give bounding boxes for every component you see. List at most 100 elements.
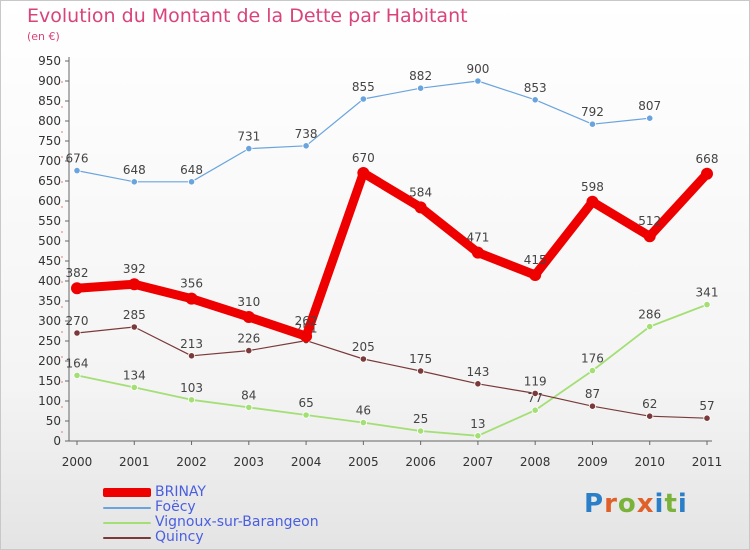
data-label: 648 <box>123 163 146 177</box>
data-label: 13 <box>470 417 485 431</box>
data-label: 262 <box>295 314 318 328</box>
data-point <box>71 282 83 295</box>
data-label: 176 <box>581 352 604 366</box>
y-tick-label: 550 <box>38 214 61 228</box>
data-label: 392 <box>123 262 146 276</box>
legend-swatch <box>103 521 151 524</box>
x-tick-label: 2009 <box>577 455 608 469</box>
data-point <box>73 329 81 337</box>
y-tick-label: 500 <box>38 234 61 248</box>
data-point <box>357 167 370 179</box>
data-point <box>588 402 597 410</box>
data-point <box>703 414 711 422</box>
data-point <box>187 178 196 186</box>
data-label: 285 <box>123 308 146 322</box>
data-point <box>359 355 367 363</box>
legend-item: Quincy <box>103 530 319 545</box>
x-tick-label: 2007 <box>463 455 494 469</box>
data-point <box>588 366 597 375</box>
data-label: 270 <box>66 314 89 328</box>
y-tick-label: 900 <box>38 74 61 88</box>
data-point <box>646 412 654 420</box>
data-point <box>474 432 482 440</box>
data-label: 164 <box>66 356 89 370</box>
y-tick-label: 100 <box>38 394 61 408</box>
data-point <box>643 230 656 243</box>
data-label: 471 <box>466 231 489 245</box>
data-point <box>130 178 138 186</box>
chart-title: Evolution du Montant de la Dette par Hab… <box>27 5 468 27</box>
data-label: 382 <box>66 266 89 280</box>
y-tick-label: 200 <box>38 354 61 368</box>
data-label: 356 <box>180 277 203 291</box>
y-tick-label: 650 <box>38 174 61 188</box>
y-tick-label: 300 <box>38 314 61 328</box>
legend-swatch <box>103 506 151 509</box>
y-tick-label: 150 <box>38 374 61 388</box>
x-tick-label: 2006 <box>405 455 436 469</box>
data-label: 62 <box>642 397 657 411</box>
data-point <box>245 145 253 153</box>
logo-letter: x <box>636 489 655 519</box>
x-tick-label: 2002 <box>176 455 207 469</box>
data-label: 84 <box>241 388 256 402</box>
data-point <box>646 114 654 122</box>
data-point <box>245 346 253 355</box>
data-point <box>359 418 367 427</box>
data-point <box>302 411 310 419</box>
data-label: 25 <box>413 412 428 426</box>
data-label: 900 <box>466 62 489 76</box>
data-point <box>474 380 482 388</box>
data-label: 738 <box>295 127 318 141</box>
data-point <box>701 167 713 180</box>
series-line <box>72 168 712 341</box>
logo-letter: o <box>617 489 637 519</box>
data-label: 119 <box>524 374 547 388</box>
y-tick-label: 50 <box>46 414 61 428</box>
data-label: 676 <box>66 152 89 166</box>
data-point <box>130 383 138 391</box>
logo-letter: P <box>584 489 605 519</box>
x-tick-label: 2000 <box>62 455 93 469</box>
data-label: 512 <box>638 214 661 228</box>
data-point <box>417 84 425 92</box>
y-tick-label: 750 <box>38 134 61 148</box>
logo-letter: i <box>654 489 665 519</box>
data-label: 310 <box>237 295 260 309</box>
y-tick-label: 800 <box>38 114 61 128</box>
data-label: 175 <box>409 352 432 366</box>
logo-letter: t <box>664 489 678 519</box>
legend-label: Quincy <box>155 529 204 545</box>
data-point <box>531 406 539 414</box>
data-label: 731 <box>237 130 260 144</box>
data-point <box>586 195 599 208</box>
chart-subtitle: (en €) <box>27 30 60 43</box>
data-label: 46 <box>356 404 371 418</box>
data-point <box>73 167 81 175</box>
data-point <box>300 330 313 343</box>
data-point <box>73 371 81 379</box>
data-label: 341 <box>696 286 719 300</box>
data-label: 226 <box>237 332 260 346</box>
data-point <box>245 403 253 411</box>
data-label: 87 <box>585 387 600 401</box>
data-label: 415 <box>524 253 547 267</box>
data-label: 103 <box>180 381 203 395</box>
data-point <box>531 96 539 104</box>
legend-swatch <box>103 536 151 539</box>
data-point <box>187 352 196 360</box>
data-point <box>185 292 198 305</box>
y-tick-label: 450 <box>38 254 61 268</box>
data-point <box>474 77 482 85</box>
data-point <box>187 396 196 404</box>
data-label: 584 <box>409 185 432 199</box>
data-label: 598 <box>581 180 604 194</box>
data-label: 792 <box>581 105 604 119</box>
data-point <box>302 142 310 150</box>
x-tick-label: 2003 <box>234 455 265 469</box>
x-tick-label: 2005 <box>348 455 379 469</box>
x-tick-label: 2011 <box>692 455 723 469</box>
y-tick-label: 700 <box>38 154 61 168</box>
